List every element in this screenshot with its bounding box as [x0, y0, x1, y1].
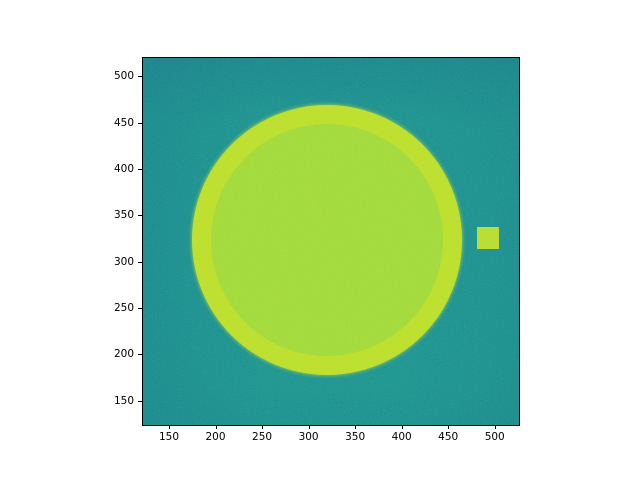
y-tick-label: 300 — [113, 255, 134, 268]
x-tick-mark — [168, 425, 170, 429]
y-tick-label: 350 — [113, 209, 134, 222]
y-tick-label: 250 — [113, 301, 134, 314]
y-tick-mark — [138, 400, 142, 402]
y-tick-label: 150 — [113, 394, 134, 407]
x-tick-label: 450 — [438, 431, 459, 443]
y-tick-mark — [138, 215, 142, 217]
x-tick-label: 350 — [345, 431, 366, 443]
x-tick-mark — [401, 425, 403, 429]
y-tick-label: 450 — [113, 116, 134, 129]
y-tick-label: 200 — [113, 348, 134, 361]
x-tick-label: 250 — [252, 431, 273, 443]
x-tick-mark — [215, 425, 217, 429]
y-tick-mark — [138, 169, 142, 171]
x-tick-mark — [494, 425, 496, 429]
y-tick-label: 500 — [113, 70, 134, 83]
x-tick-mark — [308, 425, 310, 429]
x-tick-label: 200 — [205, 431, 226, 443]
x-tick-mark — [262, 425, 264, 429]
x-tick-label: 400 — [391, 431, 412, 443]
x-tick-label: 500 — [484, 431, 505, 443]
y-tick-mark — [138, 76, 142, 78]
image-axes[interactable] — [142, 57, 520, 426]
x-tick-mark — [448, 425, 450, 429]
x-tick-label: 300 — [298, 431, 319, 443]
x-tick-label: 150 — [158, 431, 180, 443]
y-tick-mark — [138, 261, 142, 263]
y-tick-mark — [138, 354, 142, 356]
y-tick-mark — [138, 122, 142, 124]
y-tick-mark — [138, 308, 142, 310]
x-tick-mark — [355, 425, 357, 429]
y-tick-label: 400 — [113, 162, 134, 175]
pixel-noise-overlay — [143, 58, 519, 425]
